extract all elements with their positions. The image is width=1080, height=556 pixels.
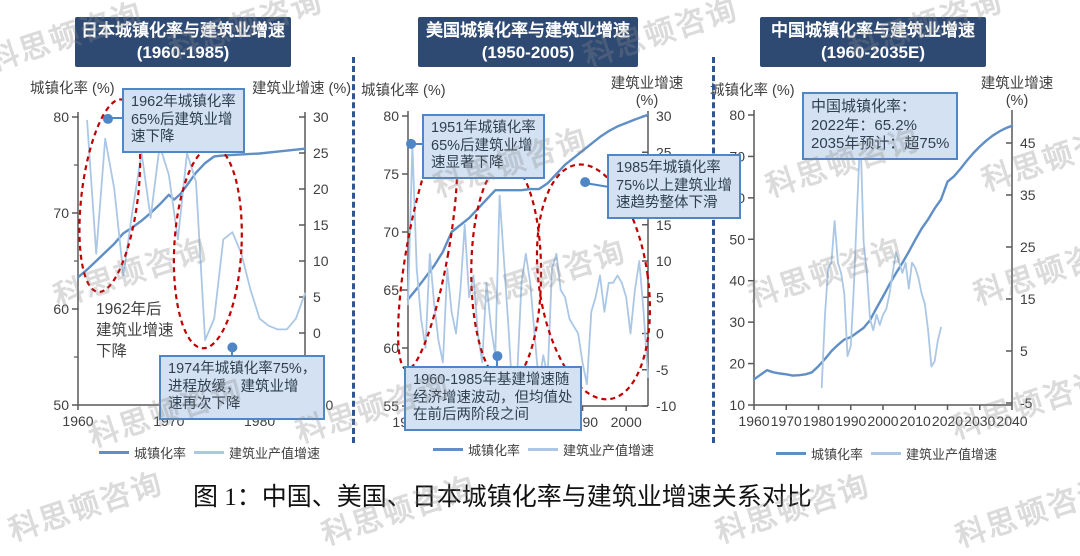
svg-text:50: 50 <box>53 397 69 413</box>
japan-right-axis-label: 建筑业增速 (%) <box>252 81 352 97</box>
construction-line-swatch <box>528 448 559 451</box>
legend-usa: 城镇化率 建筑业产值增速 <box>433 440 654 459</box>
china-right-axis-label-line1: 建筑业增速 <box>980 76 1054 92</box>
svg-text:70: 70 <box>53 205 69 221</box>
legend-label-construction: 建筑业产值增速 <box>906 447 998 462</box>
svg-text:80: 80 <box>383 108 399 124</box>
svg-text:55: 55 <box>383 398 399 414</box>
svg-text:60: 60 <box>383 340 399 356</box>
figure-caption: 图 1：中国、美国、日本城镇化率与建筑业增速关系对比 <box>193 484 812 511</box>
svg-text:0: 0 <box>313 325 321 341</box>
svg-text:1960: 1960 <box>62 413 93 429</box>
svg-text:2010: 2010 <box>900 413 931 429</box>
callout-japan-1974: 1974年城镇化率75%， 进程放缓，建筑业增 速再次下降 <box>159 355 326 420</box>
svg-text:80: 80 <box>53 109 69 125</box>
svg-text:5: 5 <box>1020 343 1028 359</box>
svg-text:50: 50 <box>729 231 745 247</box>
svg-text:5: 5 <box>313 289 321 305</box>
panel-title-china-line2: (1960-2035E) <box>821 43 925 62</box>
urbanization-line-swatch <box>99 451 129 454</box>
svg-text:10: 10 <box>313 253 329 269</box>
svg-text:0: 0 <box>656 326 664 342</box>
usa-right-axis-label-line1: 建筑业增速 <box>610 76 684 92</box>
svg-text:30: 30 <box>313 109 329 125</box>
svg-text:-5: -5 <box>656 362 669 378</box>
svg-text:1980: 1980 <box>803 413 834 429</box>
svg-text:2020: 2020 <box>932 413 963 429</box>
svg-text:1960: 1960 <box>738 413 769 429</box>
svg-text:45: 45 <box>1020 135 1036 151</box>
svg-text:15: 15 <box>313 217 329 233</box>
svg-text:30: 30 <box>656 108 672 124</box>
svg-text:80: 80 <box>729 107 745 123</box>
panel-title-usa-line1: 美国城镇化率与建筑业增速 <box>426 21 630 40</box>
usa-left-axis-label: 城镇化率 (%) <box>361 83 446 99</box>
svg-text:20: 20 <box>313 181 329 197</box>
panel-title-usa: 美国城镇化率与建筑业增速 (1950-2005) <box>418 17 638 67</box>
urbanization-line-swatch <box>433 448 463 451</box>
urbanization-line-swatch <box>776 452 806 455</box>
svg-text:10: 10 <box>729 397 745 413</box>
legend-item-construction: 建筑业产值增速 <box>871 444 997 463</box>
china-right-axis-label: 建筑业增速 (%) <box>973 76 1061 110</box>
svg-text:1970: 1970 <box>771 413 802 429</box>
svg-text:70: 70 <box>383 224 399 240</box>
panel-divider-1 <box>352 57 355 443</box>
svg-text:30: 30 <box>729 314 745 330</box>
svg-text:25: 25 <box>1020 239 1036 255</box>
legend-item-urbanization: 城镇化率 <box>433 440 520 459</box>
callout-usa-1951: 1951年城镇化率 65%后建筑业增 速显著下降 <box>422 114 545 179</box>
legend-item-urbanization: 城镇化率 <box>99 443 186 462</box>
legend-label-construction: 建筑业产值增速 <box>563 443 655 458</box>
panel-title-china-line1: 中国城镇化率与建筑业增速 <box>771 21 975 40</box>
note-japan-1962: 1962年后 建筑业增速 下降 <box>96 301 174 360</box>
callout-usa-1960-1985: 1960-1985年基建增速随 经济增速波动，但均值处 在前后两阶段之间 <box>404 366 582 431</box>
svg-text:2040: 2040 <box>996 413 1027 429</box>
usa-right-axis-label-line2: (%) <box>635 93 659 109</box>
usa-right-axis-label: 建筑业增速 (%) <box>601 76 693 110</box>
legend-item-construction: 建筑业产值增速 <box>194 443 320 462</box>
legend-label-urbanization: 城镇化率 <box>134 446 187 461</box>
china-left-axis-label: 城镇化率 (%) <box>710 83 795 99</box>
panel-title-china: 中国城镇化率与建筑业增速 (1960-2035E) <box>760 17 986 67</box>
svg-text:75: 75 <box>383 166 399 182</box>
svg-text:10: 10 <box>656 253 672 269</box>
japan-left-axis-label: 城镇化率 (%) <box>30 81 115 97</box>
construction-line-swatch <box>871 452 902 455</box>
legend-label-urbanization: 城镇化率 <box>468 443 521 458</box>
svg-text:2000: 2000 <box>611 414 642 430</box>
panel-divider-2 <box>712 57 715 443</box>
svg-text:2000: 2000 <box>867 413 898 429</box>
svg-text:2030: 2030 <box>964 413 995 429</box>
svg-text:20: 20 <box>729 356 745 372</box>
svg-text:5: 5 <box>656 289 664 305</box>
svg-text:1990: 1990 <box>835 413 866 429</box>
legend-china: 城镇化率 建筑业产值增速 <box>776 444 997 463</box>
svg-text:60: 60 <box>53 301 69 317</box>
china-right-axis-label-line2: (%) <box>1005 93 1029 109</box>
legend-item-urbanization: 城镇化率 <box>776 444 863 463</box>
legend-label-urbanization: 城镇化率 <box>811 447 864 462</box>
svg-text:65: 65 <box>383 282 399 298</box>
svg-text:40: 40 <box>729 273 745 289</box>
svg-text:15: 15 <box>656 217 672 233</box>
panel-title-japan: 日本城镇化率与建筑业增速 (1960-1985) <box>75 17 291 67</box>
svg-text:-5: -5 <box>1020 395 1033 411</box>
panel-title-japan-line1: 日本城镇化率与建筑业增速 <box>81 21 285 40</box>
panel-title-japan-line2: (1960-1985) <box>136 43 230 62</box>
callout-china-forecast: 中国城镇化率： 2022年：65.2% 2035年预计：超75% <box>802 92 959 160</box>
construction-line-swatch <box>194 451 225 454</box>
legend-label-construction: 建筑业产值增速 <box>229 446 321 461</box>
legend-japan: 城镇化率 建筑业产值增速 <box>99 443 320 462</box>
svg-text:15: 15 <box>1020 291 1036 307</box>
svg-text:-10: -10 <box>656 398 676 414</box>
svg-text:35: 35 <box>1020 187 1036 203</box>
callout-usa-1985: 1985年城镇化率 75%以上建筑业增 速趋势整体下滑 <box>607 154 742 219</box>
callout-japan-1962: 1962年城镇化率 65%后建筑业增 速下降 <box>122 88 245 153</box>
legend-item-construction: 建筑业产值增速 <box>528 440 654 459</box>
panel-title-usa-line2: (1950-2005) <box>481 43 575 62</box>
svg-text:25: 25 <box>313 145 329 161</box>
